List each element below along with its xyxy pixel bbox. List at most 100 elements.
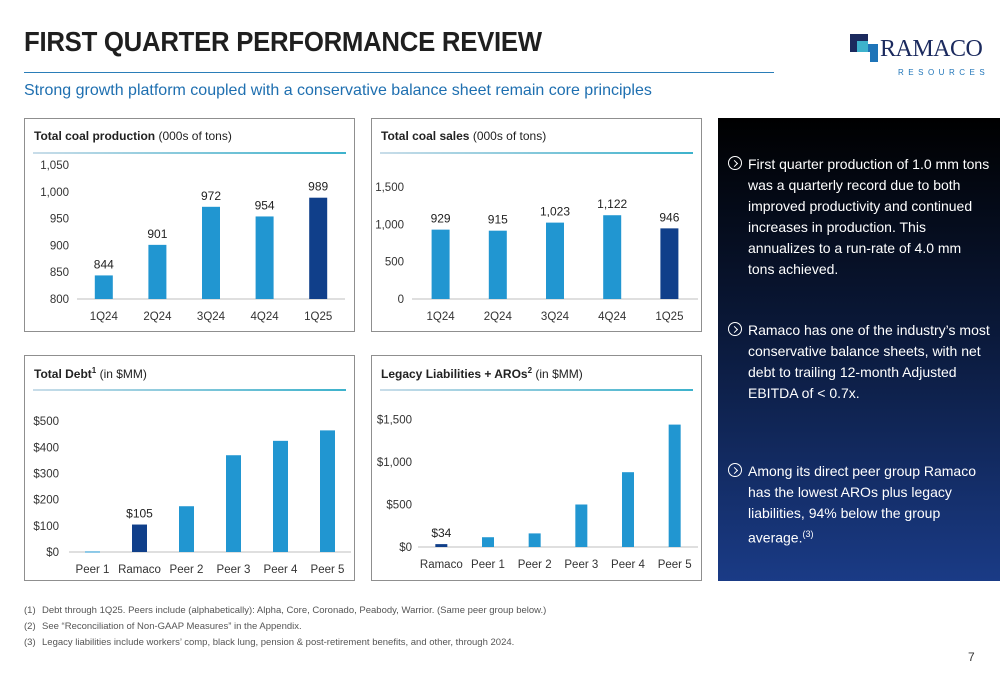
debt-chart-panel: Total Debt1 (in $MM) $0 $100 $200 $300 $400 $… [24, 355, 355, 581]
bar [431, 229, 450, 299]
bar-data-label: 954 [255, 198, 275, 212]
production-chart-panel: Total coal production (000s of tons) 800… [24, 118, 355, 332]
x-tick-label: 3Q24 [541, 311, 570, 323]
bar [202, 206, 220, 299]
panel-divider [380, 152, 693, 154]
title-divider [24, 72, 774, 73]
x-tick-label: 1Q25 [304, 311, 332, 323]
y-tick-label: $200 [33, 495, 59, 507]
bar [488, 230, 507, 299]
bar-data-label: 1,023 [540, 205, 570, 219]
x-tick-label: 4Q24 [251, 311, 280, 323]
production-chart-title: Total coal production (000s of tons) [34, 129, 232, 143]
panel-divider [33, 389, 346, 391]
y-tick-label: 1,050 [40, 160, 69, 172]
debt-bar-chart: $0 $100 $200 $300 $400 $500 Peer 1 $105 Ramaco Pe… [33, 416, 351, 576]
x-tick-label: Peer 5 [658, 559, 692, 571]
logo-mark-icon [850, 34, 878, 62]
bar [132, 524, 147, 552]
panel-divider [380, 389, 693, 391]
bar [320, 430, 335, 552]
y-tick-label: $400 [33, 442, 59, 454]
y-tick-label: 950 [50, 214, 69, 226]
bar-data-label: 946 [659, 210, 679, 224]
footnote: (1) Debt through 1Q25. Peers include (alp… [24, 605, 547, 616]
x-tick-label: Peer 3 [217, 564, 251, 576]
bar-data-label: 929 [431, 212, 451, 226]
x-tick-label: Peer 2 [170, 564, 204, 576]
legacy-chart-title: Legacy Liabilities + AROs2 (in $MM) [381, 366, 583, 381]
x-tick-label: 1Q24 [427, 311, 456, 323]
x-tick-label: 1Q24 [90, 311, 119, 323]
y-tick-label: $0 [46, 547, 59, 559]
legacy-bar-chart: $0 $500 $1,000 $1,500 $34 Ramaco Peer 1 Peer 2 P… [377, 415, 698, 571]
commentary-bullet: Among its direct peer group Ramaco has t… [728, 461, 990, 549]
sales-bar-chart: 0 500 1,000 1,500 929 1Q24 915 2Q24 1,023 3Q24 1,1… [375, 182, 698, 323]
bullet-text-with-note: Among its direct peer group Ramaco has t… [748, 463, 976, 546]
bar-data-label: $34 [431, 526, 451, 540]
y-tick-label: $500 [33, 416, 59, 428]
sales-chart-panel: Total coal sales (000s of tons) 0 500 1,00… [371, 118, 702, 332]
x-tick-label: Peer 4 [264, 564, 298, 576]
y-tick-label: $500 [386, 500, 412, 512]
bar [603, 215, 622, 299]
bar [668, 424, 681, 547]
bar-data-label: 989 [308, 180, 328, 194]
x-tick-label: 3Q24 [197, 311, 226, 323]
x-tick-label: Ramaco [118, 564, 161, 576]
footnotes: (1) Debt through 1Q25. Peers include (alp… [24, 603, 546, 651]
y-tick-label: $100 [33, 521, 59, 533]
y-tick-label: $0 [399, 542, 412, 554]
bar [273, 440, 288, 552]
bar [226, 455, 241, 552]
commentary-bullet: First quarter production of 1.0 mm tons … [728, 154, 990, 280]
commentary-bullet: Ramaco has one of the industry’s most co… [728, 320, 990, 404]
x-tick-label: Peer 2 [518, 559, 552, 571]
page-subtitle: Strong growth platform coupled with a co… [24, 82, 652, 99]
chevron-circle-icon [728, 156, 742, 170]
chevron-circle-icon [728, 463, 742, 477]
y-tick-label: 1,000 [375, 219, 404, 231]
y-tick-label: 900 [50, 240, 69, 252]
logo-wordmark: RAMACO [880, 36, 983, 62]
bullet-text: Ramaco has one of the industry’s most co… [748, 322, 990, 401]
bar [575, 504, 588, 547]
bar-data-label: $105 [126, 507, 153, 521]
bullet-text: First quarter production of 1.0 mm tons … [748, 156, 990, 277]
bar [546, 222, 564, 299]
footnote: (2) See “Reconciliation of Non-GAAP Measu… [24, 621, 302, 632]
production-bar-chart: 800 850 900 950 1,000 1,050 844 1Q24 901 2Q24 972 3… [40, 160, 345, 323]
bar [85, 551, 100, 553]
y-tick-label: $300 [33, 469, 59, 481]
ramaco-logo: RAMACO RESOURCES [846, 28, 985, 84]
page-title: FIRST QUARTER PERFORMANCE REVIEW [24, 26, 542, 57]
x-tick-label: Peer 3 [564, 559, 598, 571]
y-tick-label: 850 [50, 267, 69, 279]
y-tick-label: $1,500 [377, 415, 412, 427]
logo-subtext: RESOURCES [898, 68, 990, 77]
sales-chart-title: Total coal sales (000s of tons) [381, 129, 547, 143]
chevron-circle-icon [728, 322, 742, 336]
bar [309, 197, 328, 299]
x-tick-label: 1Q25 [655, 311, 683, 323]
bar-data-label: 972 [201, 189, 221, 203]
x-tick-label: Peer 5 [311, 564, 345, 576]
panel-divider [33, 152, 346, 154]
bar [94, 275, 113, 299]
bar [179, 506, 194, 552]
y-tick-label: 800 [50, 294, 69, 306]
y-tick-label: 1,000 [40, 187, 69, 199]
bar [482, 537, 494, 547]
x-tick-label: Peer 1 [76, 564, 110, 576]
bar-data-label: 901 [147, 227, 167, 241]
bar-data-label: 844 [94, 257, 114, 271]
x-tick-label: Peer 1 [471, 559, 505, 571]
y-tick-label: 0 [398, 294, 404, 306]
bar [255, 216, 274, 299]
x-tick-label: Peer 4 [611, 559, 645, 571]
bar [622, 472, 634, 547]
bar [435, 544, 448, 547]
y-tick-label: $1,000 [377, 457, 412, 469]
bar-data-label: 915 [488, 213, 508, 227]
footnote: (3) Legacy liabilities include workers’ c… [24, 637, 515, 648]
